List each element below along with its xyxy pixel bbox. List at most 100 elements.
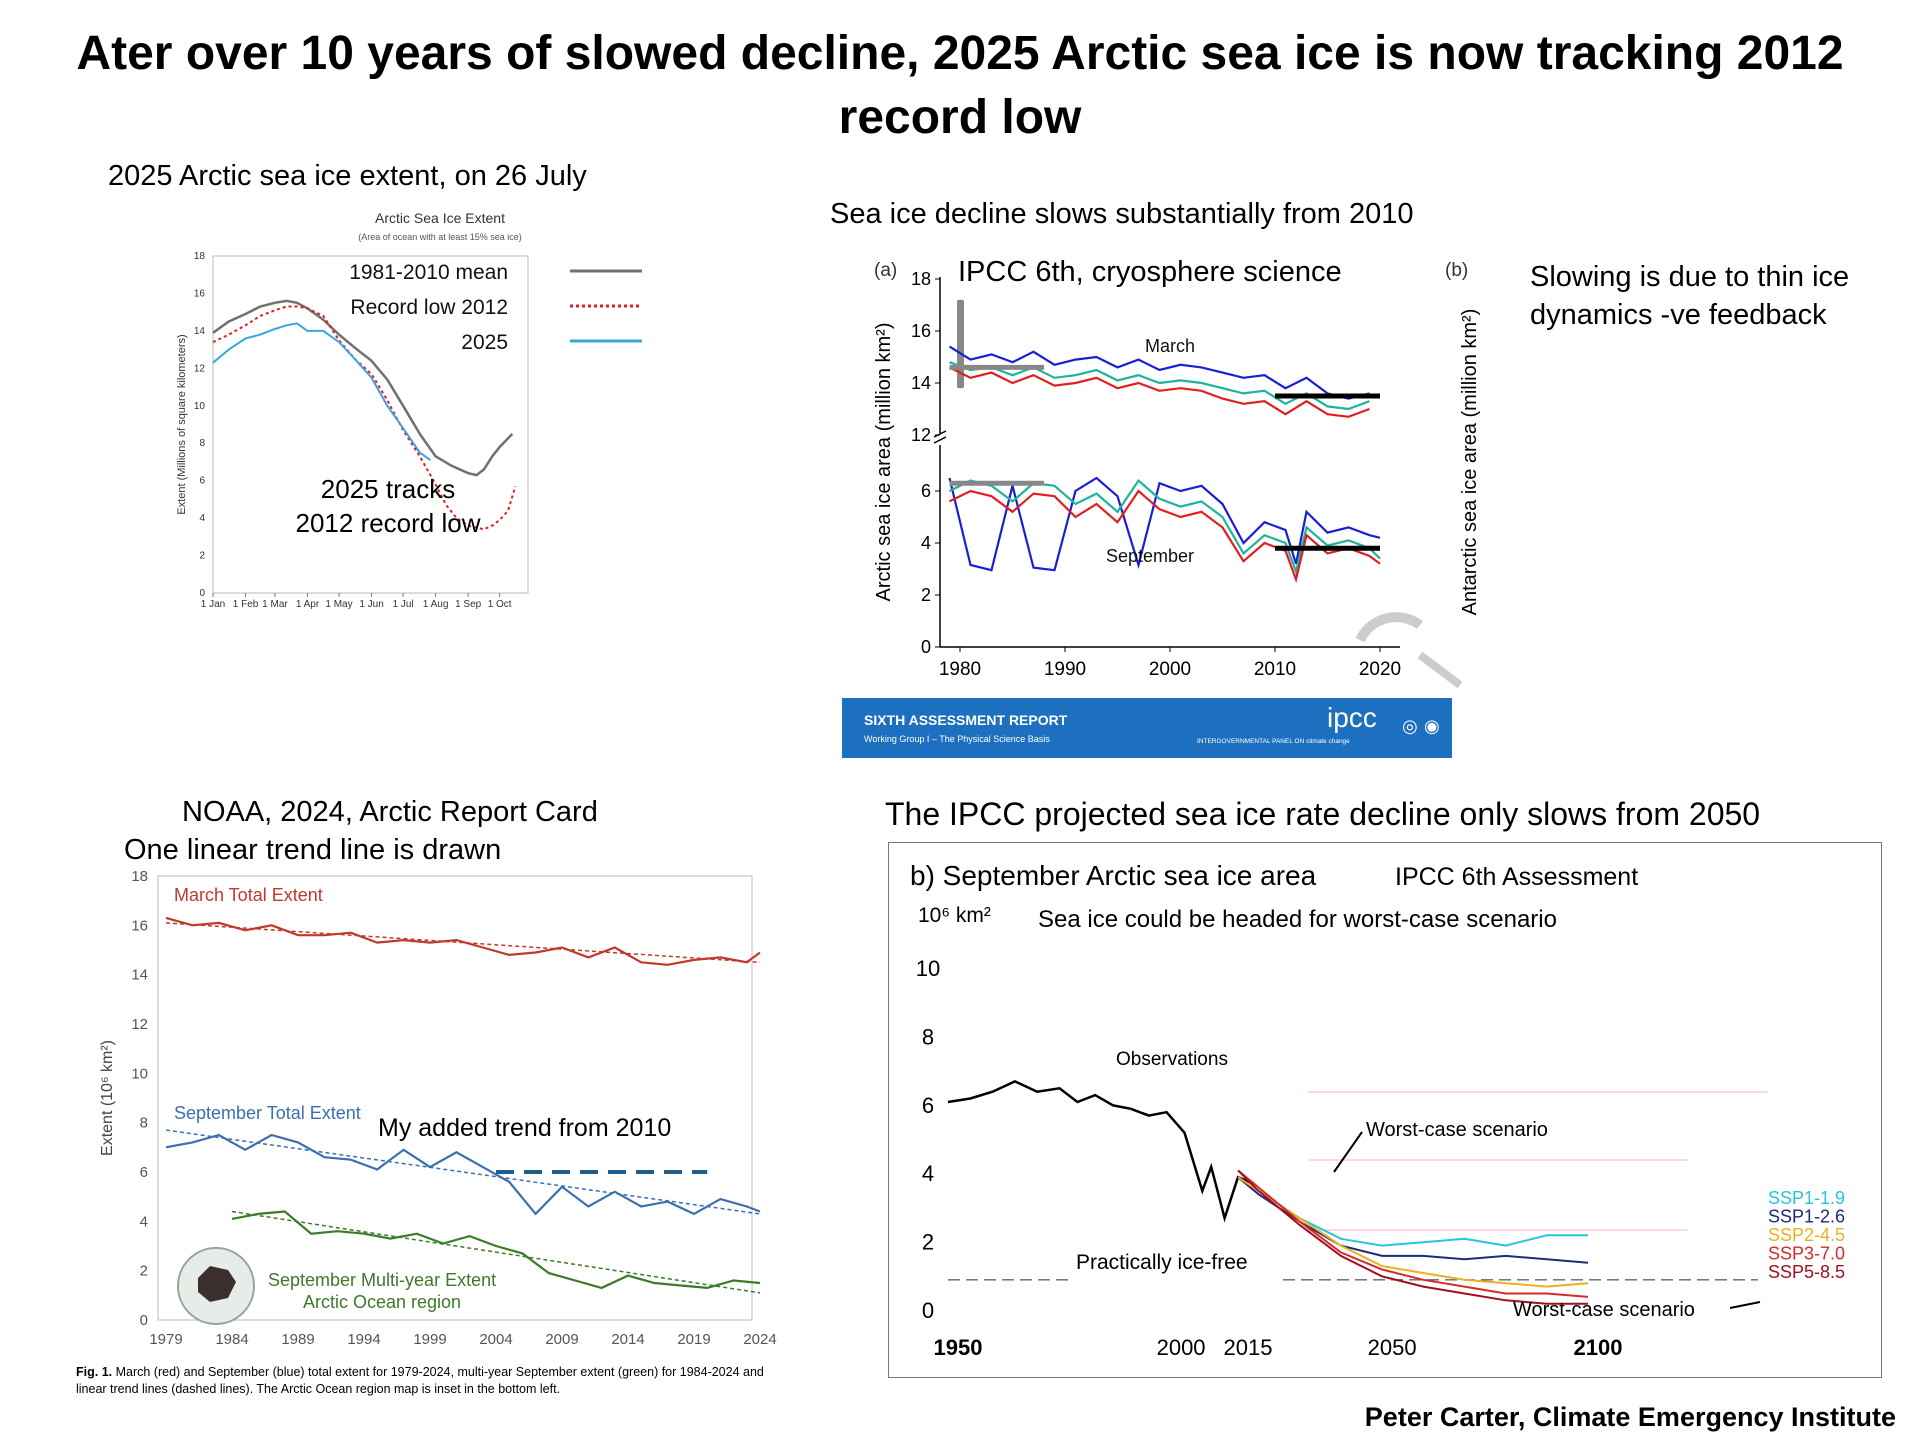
panel-b-caption: Sea ice decline slows substantially from… — [830, 198, 1414, 230]
panel-d-ytick-label: 0 — [922, 1298, 934, 1323]
panel-d-frame — [888, 842, 1882, 1378]
panel-a-xtick-label: 1 Feb — [233, 599, 259, 610]
panel-b-series — [948, 345, 1381, 584]
panel-c-series — [165, 916, 761, 1294]
panel-b-xtick-label: 1990 — [1044, 659, 1086, 680]
wmo-logo-icon: ◎ — [1402, 716, 1418, 736]
panel-c-xtick-label: 1979 — [149, 1331, 182, 1348]
panel-a-ytick-label: 2 — [199, 551, 205, 562]
panel-a-legend-label: Record low 2012 — [350, 296, 508, 319]
panel-b-ytick-label: 18 — [911, 269, 931, 289]
slowing-note: Slowing is due to thin ice dynamics -ve … — [1530, 258, 1849, 334]
panel-c-ylabel: Extent (10⁶ km²) — [99, 1040, 116, 1156]
watermark-arc — [1355, 612, 1423, 643]
panel-d-series-line — [947, 1080, 1255, 1223]
panel-c-label-september: September Total Extent — [174, 1103, 361, 1123]
slowing-note-line1: Slowing is due to thin ice — [1530, 261, 1850, 293]
panel-d-axes: 0 2 4 6 8 10 1950 2000 2015 2050 2100 — [916, 956, 1768, 1360]
panel-a-ytick-label: 0 — [199, 588, 205, 599]
panel-c-xtick-label: 1999 — [413, 1331, 446, 1348]
worst-case-top-arrow — [1333, 1131, 1363, 1173]
panel-d-xtick-label: 2100 — [1574, 1335, 1623, 1360]
panel-d-legend-label: SSP5-8.5 — [1768, 1262, 1845, 1282]
panel-d-ytick-label: 4 — [922, 1161, 934, 1186]
panel-b-xtick-label: 2020 — [1359, 659, 1401, 680]
panel-b-ytick-label: 12 — [911, 425, 931, 445]
panel-c-xtick-label: 1994 — [347, 1331, 380, 1348]
panel-a-series-line — [212, 299, 514, 477]
panel-d-series-line — [1237, 1169, 1588, 1305]
panel-b-label-b: (b) — [1445, 260, 1468, 281]
panel-d-units: 10⁶ km² — [918, 904, 991, 927]
panel-c-ytick-label: 0 — [140, 1312, 148, 1329]
panel-b-axis-break-2 — [933, 430, 947, 438]
panel-d-series — [947, 1080, 1589, 1305]
panel-c-series-line — [165, 1133, 761, 1216]
panel-d-ytick-label: 6 — [922, 1093, 934, 1118]
panel-a-xtick-label: 1 May — [325, 599, 352, 610]
panel-b-march-line — [949, 366, 1370, 418]
panel-c-ytick-label: 16 — [131, 917, 148, 934]
panel-a-ytick-label: 12 — [194, 363, 206, 374]
panel-b-september-line — [949, 489, 1381, 584]
panel-c-caption2: One linear trend line is drawn — [124, 834, 502, 866]
panel-b-ytick-label: 2 — [921, 585, 931, 605]
panel-a-xtick-label: 1 Jul — [392, 599, 413, 610]
panel-a-chart: Arctic Sea Ice Extent (Area of ocean wit… — [176, 210, 642, 610]
panel-b-xtick-label: 2010 — [1254, 659, 1296, 680]
panel-d-ytick-label: 8 — [922, 1024, 934, 1049]
panel-a-legend-label: 2025 — [461, 331, 508, 354]
panel-a-legend-label: 1981-2010 mean — [349, 261, 508, 284]
panel-d-header: b) September Arctic sea ice area — [910, 860, 1317, 891]
panel-c-ytick-label: 6 — [140, 1164, 148, 1181]
panel-a-chart-title: Arctic Sea Ice Extent — [375, 210, 505, 226]
banner-subtitle: Working Group I – The Physical Science B… — [864, 734, 1050, 744]
panel-d-series-line — [1237, 1169, 1589, 1298]
panel-c-ytick-label: 12 — [131, 1016, 148, 1033]
panel-d-label-worst-case-bottom: Worst-case scenario — [1513, 1299, 1695, 1321]
panel-d-xtick-label: 2000 — [1157, 1335, 1206, 1360]
panel-b-label-september: September — [1106, 546, 1194, 566]
panel-b-ytick-label: 4 — [921, 533, 931, 553]
watermark-stroke — [1417, 651, 1463, 689]
panel-c-xtick-label: 2004 — [479, 1331, 512, 1348]
panel-d-xtick-label: 1950 — [934, 1335, 983, 1360]
panel-c-axes: 0 2 4 6 8 10 12 14 16 18 1979 1984 1989 1994 1999 2004 2… — [99, 868, 777, 1348]
panel-d-header-right: IPCC 6th Assessment — [1395, 863, 1638, 891]
panel-a-series-line — [212, 305, 517, 531]
panel-c-figure-caption: Fig. 1. March (red) and September (blue)… — [76, 1364, 766, 1398]
panel-a-plot-frame — [212, 255, 529, 594]
panel-d-series-line — [1237, 1176, 1589, 1288]
panel-d-xtick-label: 2015 — [1224, 1335, 1273, 1360]
panel-c-label-march: March Total Extent — [174, 885, 323, 905]
panel-a-chart-subtitle: (Area of ocean with at least 15% sea ice… — [358, 232, 522, 242]
panel-c-xtick-label: 2014 — [611, 1331, 644, 1348]
panel-b-label-march: March — [1145, 336, 1195, 356]
slowing-note-line2: dynamics -ve feedback — [1530, 299, 1827, 331]
arctic-region-shape — [198, 1266, 236, 1302]
panel-d-xtick-label: 2050 — [1368, 1335, 1417, 1360]
panel-a-xtick-label: 1 Jun — [359, 599, 383, 610]
panel-b-ytick-label: 6 — [921, 481, 931, 501]
worst-case-bottom-arrow — [1729, 1301, 1761, 1309]
panel-a-caption: 2025 Arctic sea ice extent, on 26 July — [108, 160, 587, 192]
panel-b-ytick-label: 14 — [911, 373, 931, 393]
panel-c-label-multiyear2: Arctic Ocean region — [303, 1292, 461, 1312]
panel-a-xtick-label: 1 Sep — [455, 599, 482, 610]
panel-b-ylabel-right: Antarctic sea ice area (million km²) — [1459, 309, 1481, 616]
panel-c-caption1: NOAA, 2024, Arctic Report Card — [182, 796, 598, 828]
panel-b-ytick-label: 16 — [911, 321, 931, 341]
panel-a-xtick-label: 1 Aug — [423, 599, 449, 610]
panel-a-xtick-label: 1 Oct — [488, 599, 512, 610]
panel-a-ytick-label: 14 — [194, 326, 206, 337]
panel-c-xtick-label: 2019 — [677, 1331, 710, 1348]
banner-tagline: INTERGOVERNMENTAL PANEL ON climate chang… — [1197, 738, 1350, 745]
fig-caption-label: Fig. 1. — [76, 1365, 113, 1379]
panel-a-ytick-label: 16 — [194, 288, 206, 299]
panel-b-ytick-label: 0 — [921, 637, 931, 657]
panel-d-series-line — [1237, 1176, 1589, 1264]
panel-c-series-line — [231, 1210, 761, 1290]
panel-c-trend-line — [165, 1129, 761, 1215]
panel-c-ytick-label: 18 — [131, 868, 148, 885]
